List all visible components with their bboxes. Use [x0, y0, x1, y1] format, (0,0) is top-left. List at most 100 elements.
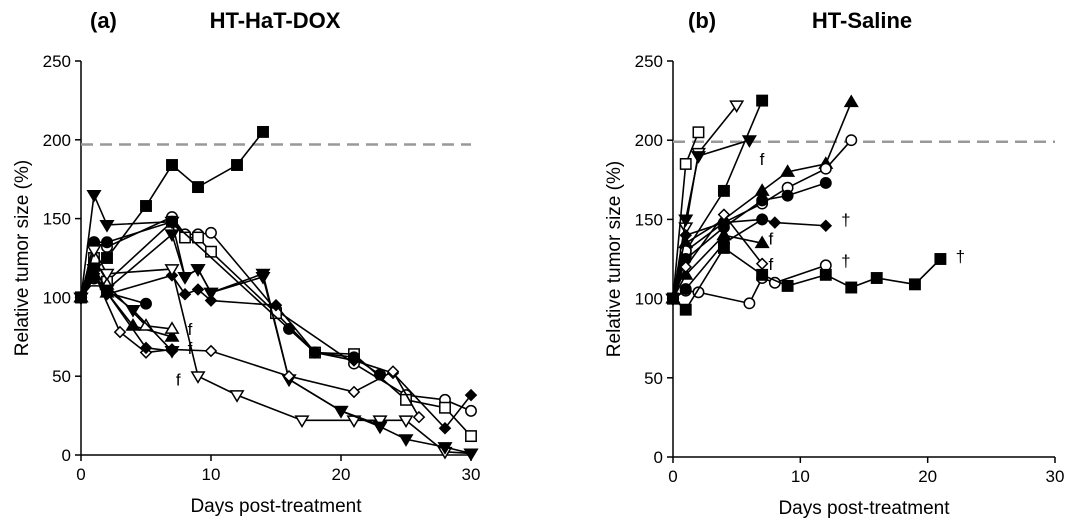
series-line: [672, 218, 826, 299]
data-point: [190, 264, 206, 277]
chart-panel-a: (a) HT-HaT-DOX Days post-treatment Relative…: [12, 8, 480, 517]
x-axis-label: Days post-treatment: [778, 498, 950, 519]
data-point: [934, 253, 947, 265]
data-point: [819, 268, 832, 281]
data-point: [231, 159, 243, 171]
data-point: [780, 164, 796, 177]
data-point: [781, 279, 794, 292]
data-point: [756, 213, 769, 226]
data-point: [908, 278, 921, 291]
data-point: [464, 388, 478, 402]
data-point: [139, 341, 153, 355]
data-point: [100, 286, 114, 299]
data-point: [191, 283, 205, 296]
series-line: [672, 246, 941, 311]
data-point: [717, 237, 730, 250]
series-line: [672, 139, 750, 299]
data-point: [164, 321, 180, 334]
data-point: [203, 287, 219, 301]
data-point: [692, 126, 705, 139]
series-line: [80, 232, 472, 455]
data-point: [679, 260, 692, 274]
data-point: [347, 385, 361, 399]
data-point: [205, 226, 217, 239]
data-point: [465, 430, 477, 443]
data-point: [192, 181, 204, 194]
data-point: [178, 287, 192, 301]
data-point: [692, 286, 705, 299]
y-axis-label: Relative tumor size (%): [12, 160, 33, 356]
y-tick-label: 0: [654, 448, 663, 467]
data-point: [819, 162, 832, 175]
data-point: [781, 189, 794, 202]
data-point: [140, 297, 152, 310]
data-point: [282, 369, 296, 383]
data-point: [412, 410, 426, 424]
data-point: [269, 299, 283, 312]
series-line: [672, 213, 763, 299]
series-14: [74, 267, 179, 358]
data-point: [756, 194, 769, 207]
y-tick-label: 50: [644, 369, 663, 388]
data-point: [819, 219, 833, 232]
data-point: [754, 235, 770, 249]
data-point: [437, 442, 453, 455]
data-point: [164, 329, 180, 342]
data-point: [690, 151, 706, 164]
data-point: [87, 267, 101, 281]
y-tick-label: 150: [635, 210, 663, 229]
x-tick-label: 0: [76, 465, 85, 484]
data-point: [756, 268, 769, 281]
data-point: [166, 159, 178, 171]
x-tick-label: 20: [918, 467, 937, 486]
x-tick-label: 30: [1046, 467, 1065, 486]
data-point: [294, 415, 310, 428]
data-point: [164, 264, 180, 277]
data-point: [743, 297, 756, 310]
data-point: [74, 291, 88, 304]
data-point: [679, 228, 692, 242]
data-point: [192, 231, 204, 244]
y-tick-label: 0: [62, 446, 71, 465]
data-point: [679, 158, 692, 170]
x-tick-label: 0: [668, 467, 677, 486]
data-point: [463, 448, 479, 462]
annotation-label: f: [188, 320, 193, 339]
panel-label: (a): [90, 8, 117, 33]
data-point: [843, 94, 859, 108]
x-axis-label: Days post-treatment: [190, 496, 362, 517]
series-7: [73, 245, 479, 462]
x-tick-label: 10: [202, 465, 221, 484]
data-point: [204, 344, 218, 358]
chart-title: HT-HaT-DOX: [210, 8, 341, 33]
series-5: [75, 215, 386, 381]
data-point: [205, 245, 217, 258]
data-point: [768, 216, 782, 229]
y-tick-label: 200: [43, 131, 71, 150]
data-point: [439, 401, 451, 414]
panel-label: (b): [688, 8, 716, 33]
y-tick-label: 250: [635, 52, 663, 71]
data-point: [845, 134, 858, 147]
data-point: [386, 365, 400, 378]
data-point: [190, 371, 206, 384]
data-point: [679, 303, 692, 316]
data-point: [257, 125, 269, 138]
annotation-label: †: [841, 252, 850, 271]
data-point: [754, 183, 770, 196]
data-point: [372, 415, 388, 428]
y-tick-label: 50: [52, 367, 71, 386]
data-point: [398, 415, 414, 428]
data-point: [125, 305, 141, 318]
annotation-label: †: [956, 247, 965, 266]
data-point: [438, 421, 452, 435]
y-tick-label: 100: [635, 290, 663, 309]
x-tick-label: 10: [791, 467, 810, 486]
x-tick-label: 20: [332, 465, 351, 484]
data-point: [372, 421, 388, 435]
x-tick-label: 30: [462, 465, 481, 484]
data-point: [667, 292, 679, 305]
data-point: [86, 190, 102, 203]
series-line: [80, 248, 472, 455]
